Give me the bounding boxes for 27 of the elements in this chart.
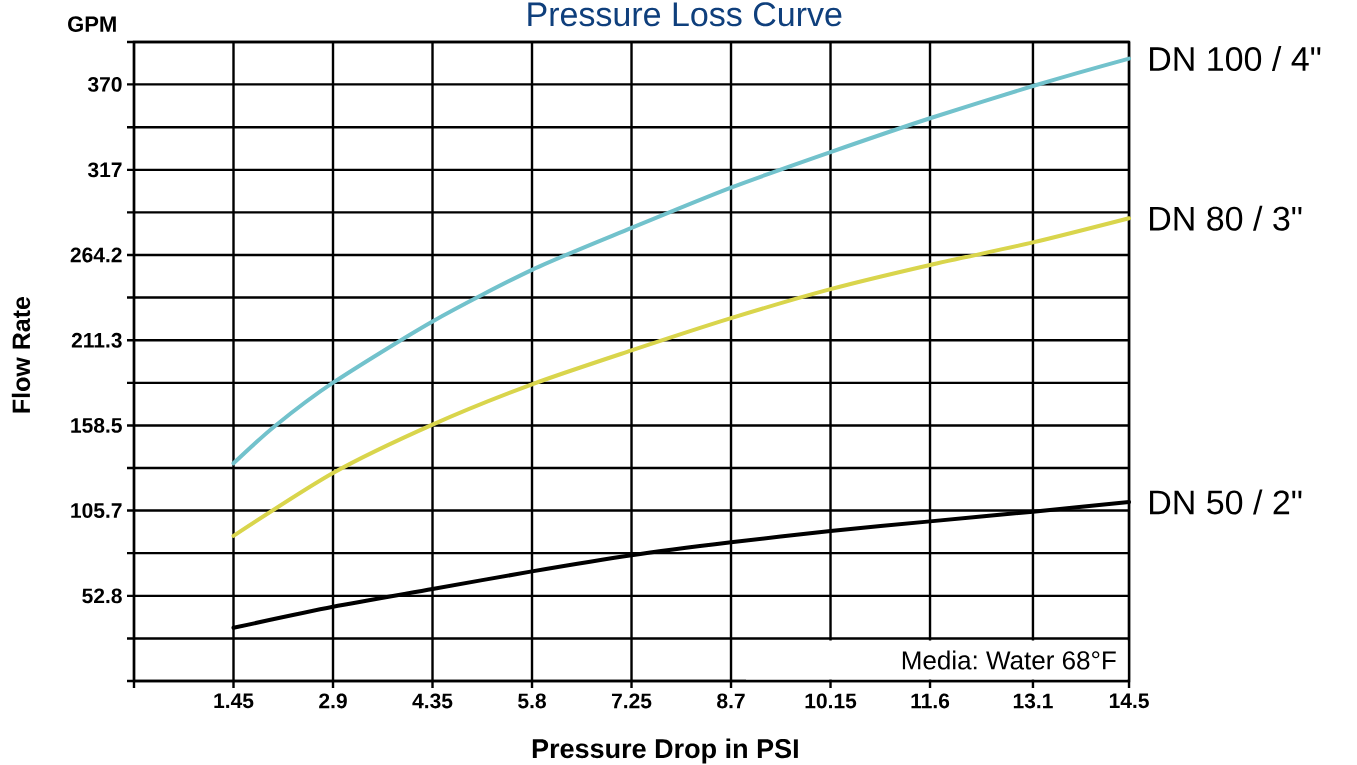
line-series [231, 216, 1132, 538]
line-series [231, 56, 1132, 466]
x-tick-label: 2.9 [319, 693, 347, 709]
series-label: DN 80 / 3" [1150, 205, 1302, 231]
text: GPM [68, 16, 116, 32]
x-axis-title: Pressure Drop in PSI [532, 738, 798, 764]
y-tick-label: 317 [87, 162, 122, 178]
series-label: DN 50 / 2" [1150, 489, 1302, 515]
x-tick-label: 14.5 [1109, 693, 1149, 709]
x-tick-label: 8.7 [717, 693, 745, 709]
chart-title: Pressure Loss Curve [528, 2, 842, 27]
y-axis-title: Flow Rate [11, 296, 31, 413]
annotation: Media: Water 68°F [902, 650, 1116, 670]
x-tick-label: 1.45 [214, 693, 254, 709]
series-label: DN 100 / 4" [1150, 46, 1321, 72]
x-tick-label: 4.35 [412, 693, 453, 709]
y-tick-label: 158.5 [71, 418, 122, 433]
x-tick-label: 11.6 [911, 693, 950, 709]
y-tick-label: 264.2 [70, 247, 122, 263]
y-tick-label: 211.3 [71, 332, 122, 348]
x-tick-label: 10.15 [805, 693, 857, 709]
y-tick-label: 105.7 [71, 503, 122, 518]
x-tick-label: 13.1 [1013, 693, 1053, 709]
y-tick-label: 52.8 [82, 588, 122, 604]
x-tick-label: 7.25 [611, 693, 652, 709]
y-tick-label: 370 [87, 76, 122, 92]
x-tick-label: 5.8 [518, 693, 546, 709]
